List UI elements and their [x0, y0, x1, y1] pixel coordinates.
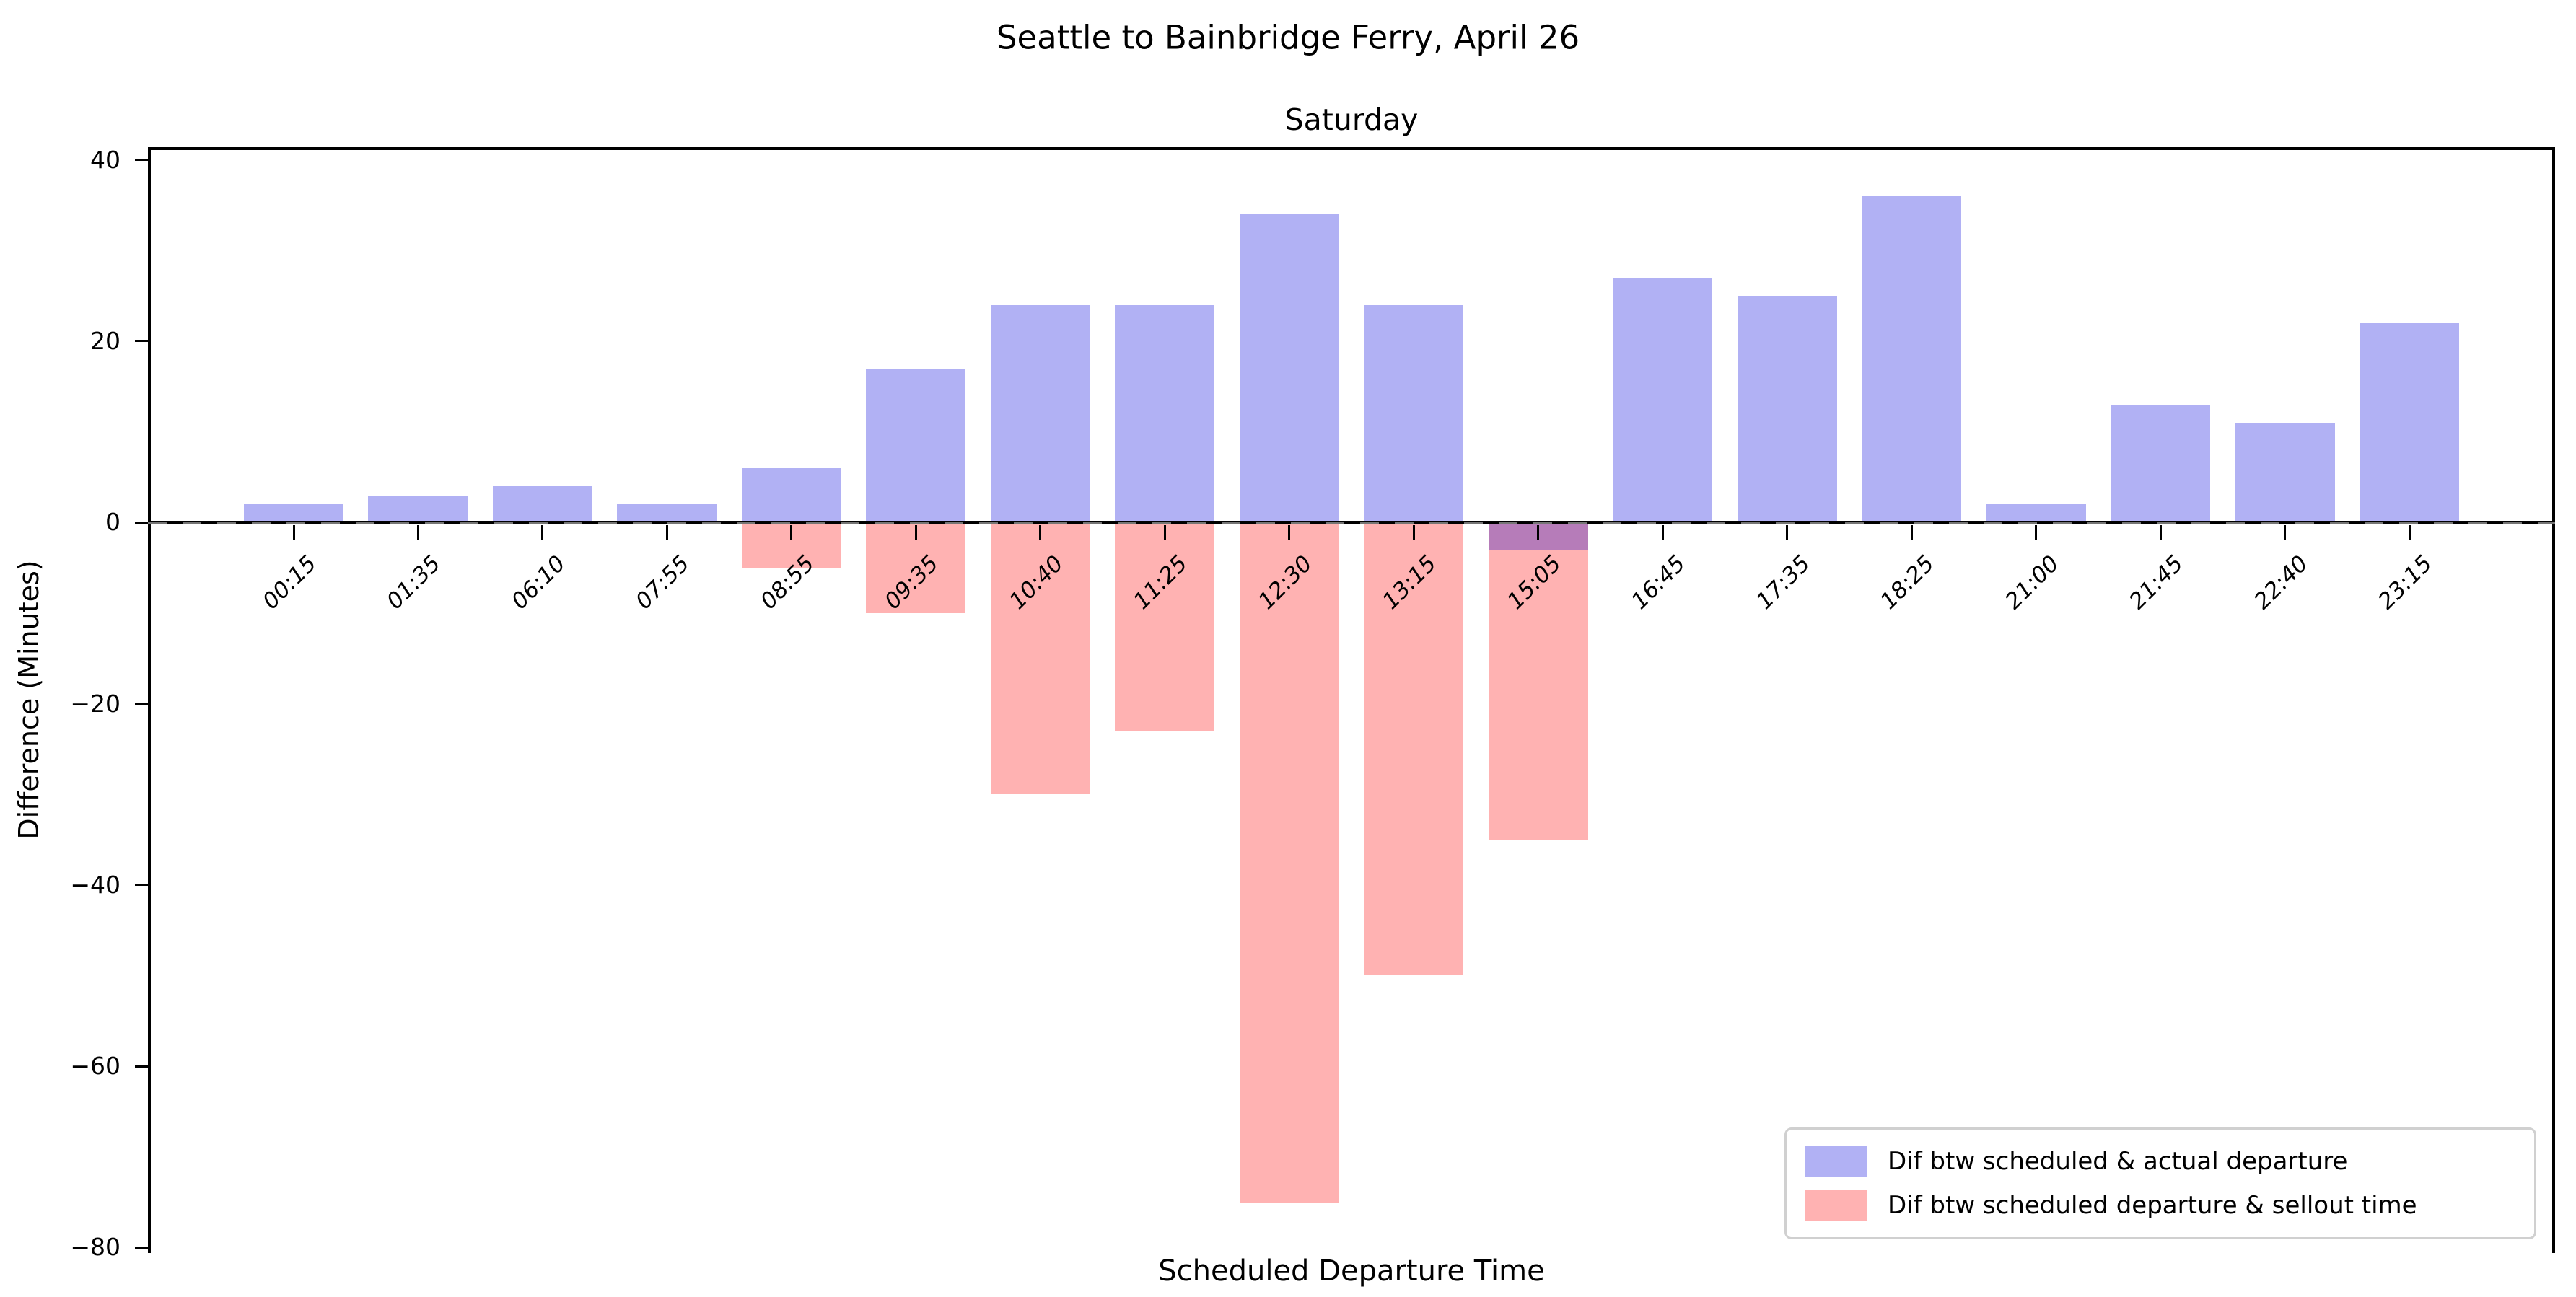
axes-title: Saturday [1284, 102, 1419, 137]
bar-sellout-13:15 [1364, 522, 1464, 976]
y-tick--80 [135, 1246, 148, 1249]
bar-actual-17:35 [1737, 296, 1837, 523]
legend-row-actual: Dif btw scheduled & actual departure [1787, 1146, 2534, 1178]
x-tick-01:35 [416, 525, 419, 540]
x-tick-11:25 [1163, 525, 1166, 540]
bar-actual-01:35 [368, 495, 468, 523]
bar-actual-16:45 [1613, 277, 1713, 523]
x-tick-00:15 [292, 525, 295, 540]
bar-actual-22:40 [2235, 422, 2335, 523]
x-tick-15:05 [1537, 525, 1540, 540]
x-tick-21:45 [2159, 525, 2162, 540]
y-tick-0 [135, 521, 148, 524]
bar-actual-21:45 [2111, 404, 2211, 523]
y-tick-label-0: 0 [105, 508, 121, 537]
bar-actual-12:30 [1239, 214, 1339, 523]
x-tick-12:30 [1288, 525, 1291, 540]
x-axis-label: Scheduled Departure Time [1158, 1254, 1545, 1288]
x-tick-18:25 [1910, 525, 1913, 540]
bar-actual-00:15 [244, 504, 343, 523]
bar-actual-10:40 [990, 304, 1090, 523]
legend-label-sellout-time: Dif btw scheduled departure & sellout ti… [1888, 1190, 2417, 1220]
x-tick-13:15 [1412, 525, 1415, 540]
x-tick-16:45 [1661, 525, 1664, 540]
y-tick-label--40: −40 [70, 870, 121, 899]
y-tick-label--20: −20 [70, 689, 121, 718]
legend-row-sellout: Dif btw scheduled departure & sellout ti… [1787, 1189, 2534, 1221]
plot-area [148, 147, 2555, 1253]
figure-title: Seattle to Bainbridge Ferry, April 26 [996, 18, 1580, 57]
y-tick--20 [135, 703, 148, 705]
x-tick-21:00 [2035, 525, 2038, 540]
y-tick--40 [135, 884, 148, 887]
y-tick--60 [135, 1065, 148, 1068]
bar-sellout-15:05 [1488, 522, 1588, 840]
bar-sellout-11:25 [1115, 522, 1215, 731]
bar-actual-18:25 [1862, 195, 1962, 523]
bar-actual-07:55 [617, 504, 717, 523]
y-tick-label-20: 20 [90, 326, 121, 355]
bar-actual-23:15 [2360, 322, 2459, 523]
legend-swatch-sellout-time [1805, 1189, 1867, 1221]
y-tick-label--60: −60 [70, 1052, 121, 1081]
bar-actual-06:10 [492, 485, 592, 523]
x-tick-22:40 [2284, 525, 2287, 540]
bar-actual-11:25 [1115, 304, 1215, 523]
x-tick-17:35 [1786, 525, 1789, 540]
bar-actual-09:35 [866, 368, 966, 523]
x-tick-09:35 [914, 525, 917, 540]
x-tick-08:55 [790, 525, 793, 540]
y-tick-label--80: −80 [70, 1233, 121, 1262]
y-tick-40 [135, 159, 148, 162]
x-tick-06:10 [541, 525, 544, 540]
x-tick-07:55 [665, 525, 668, 540]
legend-swatch-actual-departure [1805, 1146, 1867, 1178]
y-tick-20 [135, 340, 148, 343]
x-tick-10:40 [1039, 525, 1042, 540]
bar-actual-08:55 [741, 467, 841, 523]
bar-actual-21:00 [1986, 504, 2086, 523]
x-tick-23:15 [2408, 525, 2411, 540]
bar-sellout-12:30 [1239, 522, 1339, 1203]
legend-label-actual-departure: Dif btw scheduled & actual departure [1888, 1147, 2348, 1177]
y-tick-label-40: 40 [90, 145, 121, 174]
bar-actual-13:15 [1364, 304, 1464, 523]
zero-axis-dashes [148, 522, 2555, 524]
legend: Dif btw scheduled & actual departure Dif… [1784, 1127, 2536, 1239]
bar-sellout-10:40 [990, 522, 1090, 795]
